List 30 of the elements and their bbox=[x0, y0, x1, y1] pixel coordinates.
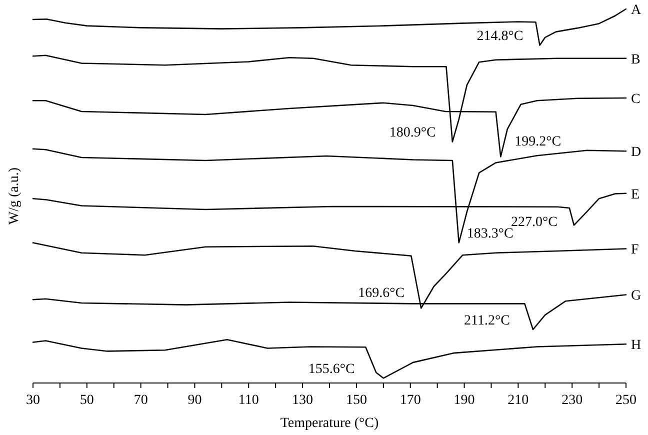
series-label: E bbox=[631, 187, 640, 202]
series-label: D bbox=[631, 145, 642, 160]
series-label: B bbox=[631, 52, 640, 68]
x-tick-label: 150 bbox=[346, 393, 367, 408]
x-tick-label: 170 bbox=[400, 393, 421, 408]
x-tick-label: 190 bbox=[454, 393, 475, 408]
x-tick-label: 50 bbox=[80, 393, 94, 408]
x-axis-title: Temperature (°C) bbox=[280, 416, 379, 431]
series-label: G bbox=[631, 288, 642, 304]
annotation: 155.6°C bbox=[308, 362, 355, 378]
x-tick-label: 210 bbox=[508, 393, 529, 408]
annotation: 199.2°C bbox=[514, 134, 562, 150]
series-label: C bbox=[631, 92, 640, 107]
x-tick-label: 110 bbox=[238, 393, 259, 408]
x-tick-label: 130 bbox=[292, 393, 314, 408]
series-label: F bbox=[631, 242, 639, 258]
series-label: H bbox=[631, 338, 642, 354]
annotation: 169.6°C bbox=[358, 286, 405, 302]
x-tick-label: 30 bbox=[26, 393, 40, 408]
x-tick-label: 230 bbox=[562, 393, 583, 408]
annotation: 183.3°C bbox=[466, 226, 514, 242]
x-tick-label: 90 bbox=[188, 393, 202, 408]
series-label: A bbox=[631, 2, 642, 18]
annotation: 214.8°C bbox=[476, 29, 524, 44]
annotation: 211.2°C bbox=[464, 313, 510, 328]
annotation: 180.9°C bbox=[389, 126, 436, 141]
y-axis-title: W/g (a.u.) bbox=[7, 167, 22, 225]
annotation: 227.0°C bbox=[510, 215, 558, 230]
x-tick-label: 250 bbox=[616, 393, 636, 408]
x-tick-label: 70 bbox=[134, 393, 148, 408]
